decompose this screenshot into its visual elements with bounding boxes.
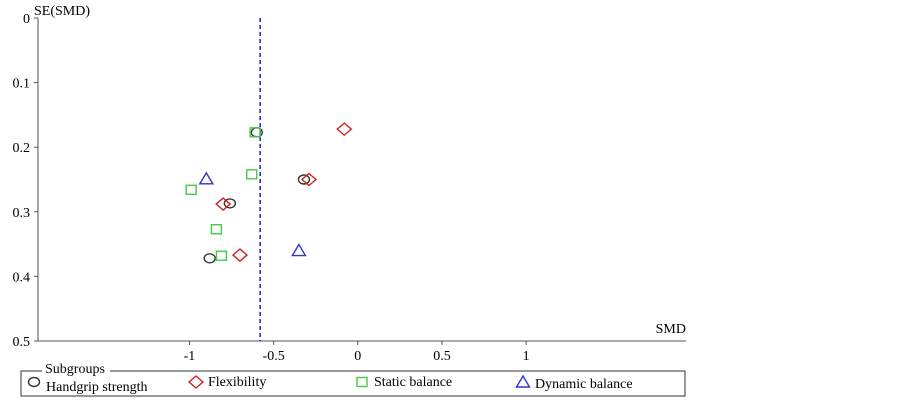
x-tick-label: 0.5 [433,349,451,364]
y-tick-label: 0.3 [13,206,31,221]
y-tick-label: 0.5 [13,335,31,350]
legend: Subgroups Handgrip strength Flexibility Sta… [20,361,686,397]
legend-marker-handgrip-strength [27,376,41,388]
dynamic-balance-point [291,243,307,257]
static-balance-point [210,224,223,235]
flexibility-point [300,172,318,187]
x-tick-label: -0.5 [263,349,285,364]
static-balance-point [249,127,261,138]
axes: 0 0.1 0.2 0.3 0.4 0.5 -1 -0.5 0 0.5 1 SE(SMD) SMD [13,4,686,364]
y-tick-label: 0 [23,12,30,27]
legend-title-background [42,361,110,373]
legend-title: Subgroups [45,362,105,377]
y-axis-title: SE(SMD) [34,4,90,19]
x-axis-title: SMD [656,322,686,337]
static-balance-point [185,184,197,196]
x-tick-label: -1 [184,349,196,364]
legend-label-flexibility: Flexibility [208,375,266,390]
legend-marker-dynamic-balance [515,374,531,388]
dynamic-balance-point [198,171,215,185]
legend-marker-flexibility [187,375,205,389]
legend-label-dynamic-balance: Dynamic balance [535,377,633,392]
legend-label-static-balance: Static balance [374,375,452,390]
data-points [185,122,353,264]
handgrip-strength-point [223,198,237,209]
static-balance-point [246,169,258,180]
legend-marker-static-balance [356,376,368,388]
legend-frame [20,370,686,397]
y-tick-label: 0.4 [13,270,31,285]
x-tick-label: 1 [523,349,530,364]
x-tick-label: 0 [354,349,361,364]
static-balance-point [215,250,228,261]
y-tick-label: 0.2 [13,141,31,156]
legend-label-handgrip-strength: Handgrip strength [46,380,147,395]
flexibility-point [231,248,249,263]
flexibility-point [215,197,232,211]
y-tick-label: 0.1 [13,77,31,92]
handgrip-strength-point [203,253,216,264]
flexibility-point [336,122,353,137]
handgrip-strength-point [297,174,311,185]
